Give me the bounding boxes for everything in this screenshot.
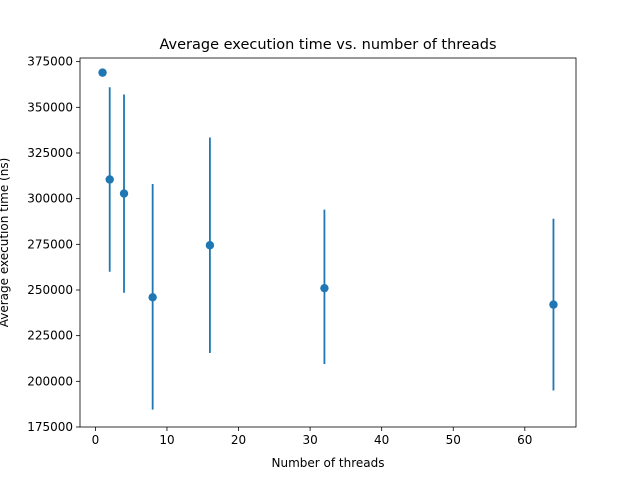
- y-tick-label: 325000: [27, 146, 73, 160]
- y-tick-label: 300000: [27, 192, 73, 206]
- y-tick-label: 375000: [27, 55, 73, 69]
- x-tick-label: 10: [159, 433, 174, 447]
- x-tick-label: 0: [92, 433, 100, 447]
- y-tick-label: 175000: [27, 420, 73, 434]
- data-point: [320, 283, 329, 293]
- data-point: [205, 241, 215, 250]
- data-point: [98, 68, 107, 77]
- data-point: [119, 189, 129, 198]
- x-tick-label: 20: [231, 433, 246, 447]
- x-tick-label: 40: [374, 433, 389, 447]
- y-tick-label: 200000: [27, 374, 73, 388]
- y-tick-label: 250000: [27, 283, 73, 297]
- y-tick-label: 275000: [27, 237, 73, 251]
- plot-area: [98, 68, 558, 410]
- y-axis-label: Average execution time (ns): [0, 158, 11, 328]
- y-tick-label: 350000: [27, 100, 73, 114]
- y-tick-label: 225000: [27, 329, 73, 343]
- x-tick-label: 60: [517, 433, 532, 447]
- data-point: [549, 300, 558, 309]
- x-axis-label: Number of threads: [272, 456, 385, 470]
- plot-frame: [79, 57, 577, 428]
- x-tick-label: 30: [302, 433, 317, 447]
- data-point: [148, 293, 157, 302]
- data-point: [105, 175, 114, 184]
- x-tick-label: 50: [446, 433, 461, 447]
- axis-ticks: 0 10 20 30 40 50 60 175000 200000 225000 250000 275…: [27, 55, 532, 447]
- chart-title: Average execution time vs. number of thr…: [159, 37, 496, 53]
